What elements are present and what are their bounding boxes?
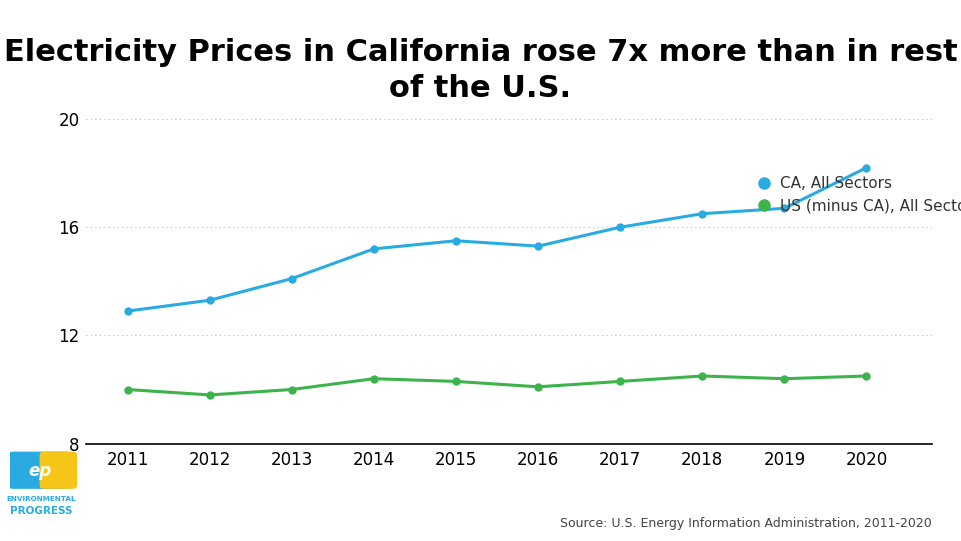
Text: ENVIRONMENTAL: ENVIRONMENTAL: [6, 496, 76, 502]
FancyBboxPatch shape: [39, 452, 77, 489]
Text: PROGRESS: PROGRESS: [10, 506, 72, 516]
Text: ep: ep: [28, 461, 51, 480]
Text: Source: U.S. Energy Information Administration, 2011-2020: Source: U.S. Energy Information Administ…: [560, 517, 932, 530]
FancyBboxPatch shape: [9, 452, 71, 489]
Text: Electricity Prices in California rose 7x more than in rest
of the U.S.: Electricity Prices in California rose 7x…: [4, 38, 957, 103]
Legend: CA, All Sectors, US (minus CA), All Sectors: CA, All Sectors, US (minus CA), All Sect…: [753, 170, 961, 220]
